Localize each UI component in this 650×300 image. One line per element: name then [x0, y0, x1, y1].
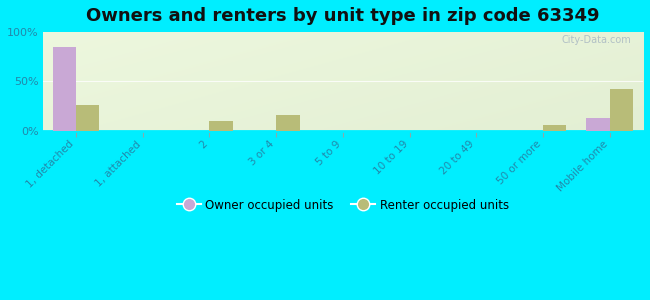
Bar [610, 89, 633, 131]
Bar [276, 115, 300, 131]
Legend: Owner occupied units, Renter occupied units: Owner occupied units, Renter occupied un… [172, 194, 514, 216]
Bar [76, 105, 99, 131]
Text: City-Data.com: City-Data.com [562, 35, 631, 45]
Bar [53, 47, 76, 131]
Bar [209, 121, 233, 131]
Bar [543, 125, 566, 131]
Bar [586, 118, 610, 131]
Title: Owners and renters by unit type in zip code 63349: Owners and renters by unit type in zip c… [86, 7, 600, 25]
